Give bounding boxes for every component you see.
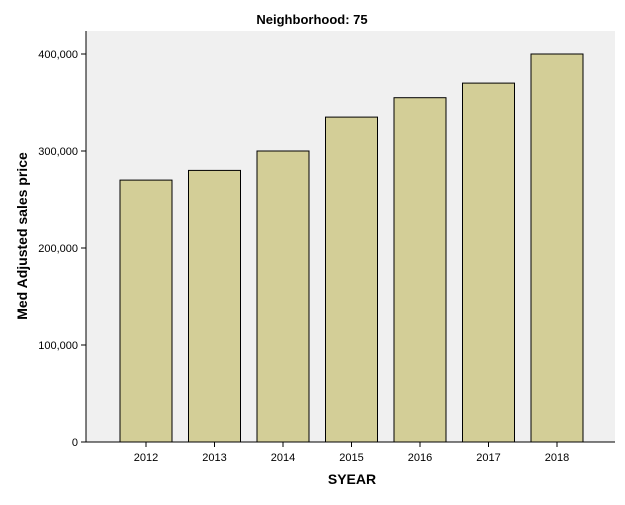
bars-layer: [119, 53, 584, 443]
bar-2013: [188, 169, 241, 443]
x-tick-label: 2013: [202, 452, 226, 464]
bar-2014: [256, 150, 310, 443]
y-tick-label: 0: [72, 437, 78, 449]
y-ticks-layer: 0 100,000 200,000 300,000 400,000: [38, 49, 86, 449]
y-tick-label: 200,000: [38, 243, 78, 255]
x-tick-label: 2014: [271, 452, 295, 464]
y-tick-label: 400,000: [38, 49, 78, 61]
y-axis-label: Med Adjusted sales price: [14, 152, 30, 320]
bar-2018: [530, 53, 584, 443]
y-tick-label: 300,000: [38, 146, 78, 158]
x-tick-label: 2015: [339, 452, 363, 464]
x-ticks-layer: 2012 2013 2014 2015 2016 2017 2018: [134, 442, 569, 464]
x-tick-label: 2016: [408, 452, 432, 464]
y-tick-label: 100,000: [38, 340, 78, 352]
x-tick-label: 2018: [545, 452, 569, 464]
bar-2016: [393, 97, 447, 443]
x-tick-label: 2012: [134, 452, 158, 464]
bar-2017: [462, 82, 515, 443]
bar-2015: [325, 116, 378, 443]
x-tick-label: 2017: [476, 452, 500, 464]
x-axis-label: SYEAR: [328, 471, 376, 487]
chart-title: Neighborhood: 75: [256, 12, 367, 27]
bar-2012: [119, 179, 173, 443]
